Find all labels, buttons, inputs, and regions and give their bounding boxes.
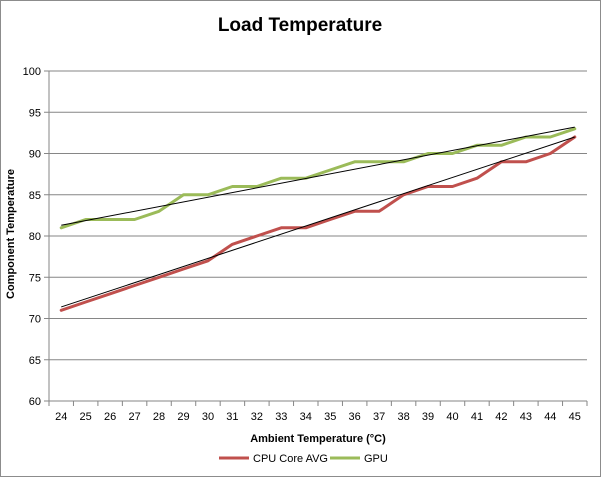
x-tick-label: 45 [569, 411, 581, 423]
y-axis-ticks: 60 65 70 75 80 85 90 95 100 [23, 66, 49, 408]
y-tick-label: 85 [29, 190, 41, 202]
x-tick-label: 36 [349, 411, 361, 423]
x-tick-label: 35 [324, 411, 336, 423]
y-tick-label: 65 [29, 355, 41, 367]
x-axis-ticks: 24 25 26 27 28 29 30 31 32 33 34 35 36 37 38 39 40 41 42 43… [48, 401, 588, 423]
y-tick-label: 60 [29, 396, 41, 408]
plot-area [59, 126, 577, 312]
x-tick-label: 28 [153, 411, 165, 423]
y-tick-label: 75 [29, 272, 41, 284]
x-axis-title: Ambient Temperature (°C) [250, 433, 386, 445]
trendline-1 [61, 126, 575, 226]
y-tick-label: 90 [29, 149, 41, 161]
x-tick-label: 27 [128, 411, 140, 423]
x-tick-label: 26 [104, 411, 116, 423]
trendline-0 [61, 136, 575, 308]
x-tick-label: 32 [251, 411, 263, 423]
series-line-0 [59, 135, 577, 312]
y-tick-label: 100 [23, 66, 41, 78]
x-tick-label: 30 [202, 411, 214, 423]
y-tick-label: 70 [29, 314, 41, 326]
x-tick-label: 42 [495, 411, 507, 423]
y-axis-title: Component Temperature [5, 169, 17, 299]
x-tick-label: 43 [520, 411, 532, 423]
x-tick-label: 34 [300, 411, 312, 423]
y-tick-label: 95 [29, 107, 41, 119]
x-tick-label: 44 [544, 411, 556, 423]
x-tick-label: 41 [471, 411, 483, 423]
x-tick-label: 37 [373, 411, 385, 423]
legend-label: GPU [364, 453, 388, 465]
legend-label: CPU Core AVG [253, 453, 328, 465]
chart-title: Load Temperature [218, 15, 382, 36]
x-tick-label: 40 [446, 411, 458, 423]
x-tick-label: 25 [80, 411, 92, 423]
x-tick-label: 39 [422, 411, 434, 423]
x-tick-label: 29 [177, 411, 189, 423]
legend: CPU Core AVG GPU [219, 453, 388, 465]
x-tick-label: 24 [55, 411, 67, 423]
x-tick-label: 38 [397, 411, 409, 423]
gridlines [48, 70, 587, 402]
x-tick-label: 31 [226, 411, 238, 423]
y-tick-label: 80 [29, 231, 41, 243]
series-line-1 [59, 127, 577, 230]
x-tick-label: 33 [275, 411, 287, 423]
